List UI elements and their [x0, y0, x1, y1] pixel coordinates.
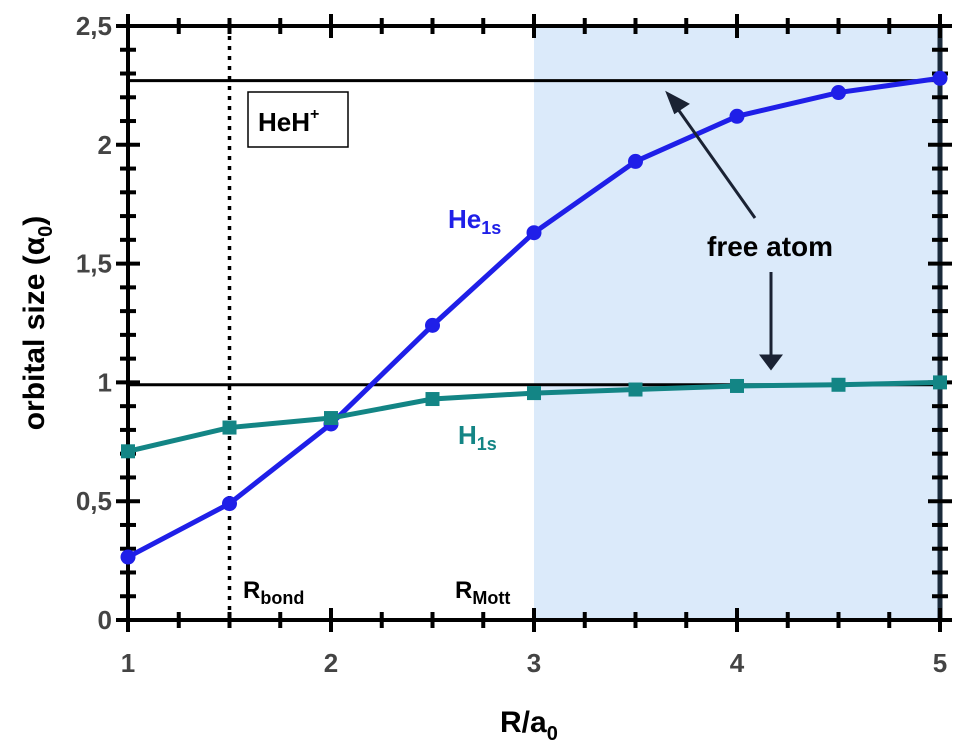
marker: [628, 382, 643, 397]
arrows: [665, 90, 783, 371]
y-axis-label: orbital size (α0): [18, 216, 57, 431]
series-label: H: [458, 420, 477, 450]
y-label-end: ): [18, 216, 51, 226]
marker: [120, 549, 136, 565]
marker: [222, 420, 237, 435]
marker: [527, 386, 541, 401]
arrow-head: [759, 354, 783, 371]
marker: [628, 153, 643, 169]
arrow: [673, 104, 757, 219]
mott: R: [455, 577, 472, 604]
y-tick-label: 0,5: [76, 486, 112, 516]
x-tick-label: 1: [121, 648, 135, 678]
mott-region: [534, 26, 940, 620]
marker: [222, 496, 237, 512]
x-tick-label: 2: [324, 648, 338, 678]
series-label: He: [448, 204, 481, 234]
marker: [730, 378, 744, 393]
y-tick-label: 2: [98, 130, 112, 160]
marker: [831, 85, 846, 101]
marker: [526, 225, 542, 241]
marker: [121, 444, 135, 459]
x-axis-label: R/a0: [500, 706, 558, 745]
molecule-box: [247, 91, 349, 148]
marker: [729, 108, 745, 124]
molecule: HeH: [258, 107, 310, 137]
marker: [324, 411, 338, 426]
x-tick-label: 3: [527, 648, 541, 678]
bond: R: [243, 577, 260, 604]
marker: [932, 70, 948, 86]
molecule-sup: +: [310, 106, 319, 123]
marker: [933, 375, 947, 390]
arrow-head: [665, 90, 690, 115]
molecule-label: HeH+: [258, 106, 319, 137]
x-tick-label: 4: [730, 648, 745, 678]
marker: [425, 392, 440, 407]
series-label: H1s: [458, 420, 497, 454]
mott-sub: Mott: [472, 588, 510, 608]
bond-sub: bond: [260, 588, 304, 608]
y-tick-label: 2,5: [76, 11, 112, 41]
free-atom-label: free atom: [707, 231, 833, 262]
y-label: orbital size (α: [18, 236, 51, 430]
marker: [425, 317, 440, 333]
y-tick-label: 1: [98, 367, 112, 397]
series-label: He1s: [448, 204, 501, 238]
y-tick-label: 1,5: [76, 249, 112, 279]
bond-label: Rbond: [243, 577, 304, 608]
x-tick-label: 5: [933, 648, 947, 678]
y-tick-label: 0: [98, 605, 112, 635]
marker: [831, 377, 846, 392]
mott-label: RMott: [455, 577, 510, 608]
y-label-sub: 0: [35, 226, 57, 237]
x-label-sub: 0: [547, 723, 558, 745]
series-label-sub: 1s: [481, 218, 501, 238]
x-label: R/a: [500, 706, 547, 739]
plot-area: 1 2 3 4 5 0 0,5 1 1,5 2 2,5: [76, 11, 952, 678]
series-label-sub: 1s: [477, 434, 497, 454]
